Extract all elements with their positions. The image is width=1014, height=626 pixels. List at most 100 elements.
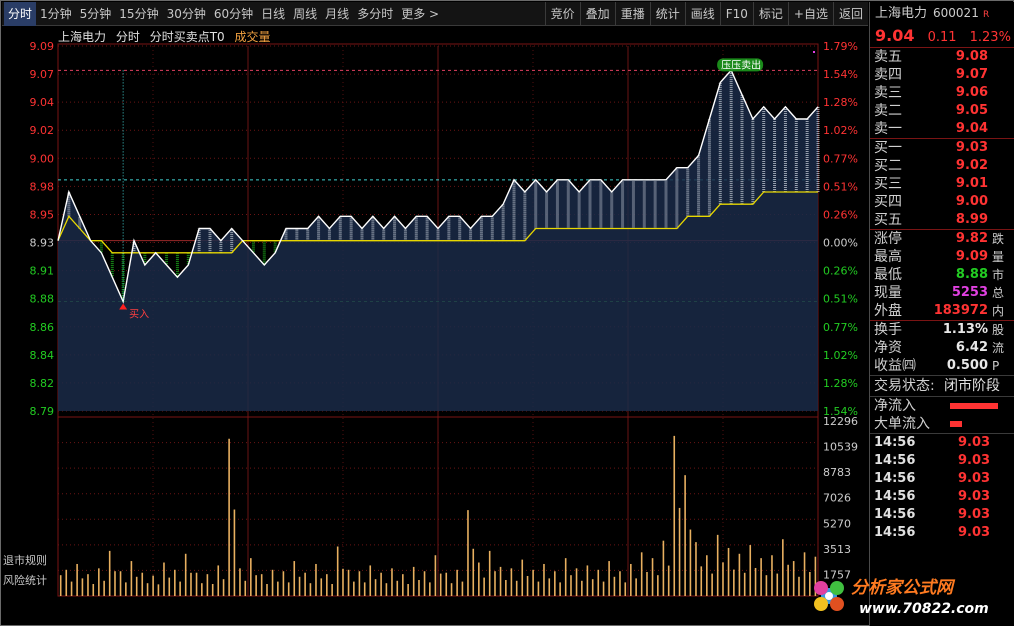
tick-price: 9.03 [958,489,991,504]
price-tick-label: 8.98 [30,180,55,193]
tab-5[interactable]: 60分钟 [213,7,254,21]
volume-tick-label: 5270 [823,517,851,530]
tab-4[interactable]: 30分钟 [166,7,206,21]
tab-1[interactable]: 1分钟 [40,7,72,21]
stat-label: 外盘 [874,303,902,319]
risk-stats-link[interactable]: 风险统计 [3,574,47,587]
volume-tick-label: 8783 [823,466,851,479]
volume-tick-label: 1757 [823,568,851,581]
tab-6[interactable]: 日线 [261,7,286,21]
asks-level-row[interactable]: 卖四 9.07 [870,66,1014,84]
bids-level-row[interactable]: 买二 9.02 [870,157,1014,175]
asks-level-label: 卖四 [874,67,902,83]
tab-10[interactable]: 更多 > [401,7,440,21]
price-change: 0.11 [927,30,957,45]
net-inflow-row: 净流入 [870,397,1014,415]
side-links: 退市规则 风险统计 [3,551,47,591]
chart-canvas[interactable]: 9.09 9.07 9.04 9.02 9.00 8.98 8.95 8.93 8.91 8.88… [2,27,868,613]
stats2-divider [870,320,1014,321]
toolbar-button-8[interactable]: 返回 [832,2,868,26]
trade-status-value: 闭市阶段 [944,378,1000,394]
stat-label: 最高 [874,249,902,265]
code-suffix: R [982,10,990,20]
asks-level-row[interactable]: 卖一 9.04 [870,120,1014,138]
tab-7[interactable]: 周线 [293,7,318,21]
stat-value: 9.09 [955,249,988,264]
book-divider [870,138,1014,139]
volume-label: 成交量 [234,30,271,44]
price-change-pct: 1.23% [969,30,1011,45]
toolbar-button-4[interactable]: 画线 [684,2,720,26]
tick-row: 14:56 9.03 [870,452,1014,470]
intraday-chart[interactable]: 9.09 9.07 9.04 9.02 9.00 8.98 8.95 8.93 8.91 8.88… [2,27,868,613]
asks-level-row[interactable]: 卖二 9.05 [870,102,1014,120]
bids-level-row[interactable]: 买五 8.99 [870,211,1014,229]
delisting-rules-link[interactable]: 退市规则 [3,554,47,567]
pct-tick-label: 0.77% [823,152,858,165]
price-tick-label: 9.04 [30,96,55,109]
toolbar-button-5[interactable]: F10 [719,2,753,26]
stat-label: 收益㈣ [874,358,916,374]
stat-row: 涨停 9.82 跌 [870,230,1014,248]
bids-level-row[interactable]: 买四 9.00 [870,193,1014,211]
stat-value: 6.42 [955,340,988,355]
net-inflow-bar [950,403,998,409]
pct-tick-label: 1.28% [823,96,858,109]
stat-row: 最高 9.09 量 [870,248,1014,266]
toolbar-button-7[interactable]: +自选 [787,2,833,26]
tab-8[interactable]: 月线 [325,7,350,21]
pct-tick-label: 0.26% [823,265,858,278]
price-tick-label: 8.86 [30,321,55,334]
big-inflow-row: 大单流入 [870,415,1014,433]
stat-tail: 量 [992,250,1005,264]
toolbar-button-3[interactable]: 统计 [649,2,685,26]
stat-tail: 市 [992,268,1005,282]
quote-stock-code: 600021 [933,6,979,20]
price-tick-label: 9.00 [30,152,55,165]
pct-tick-label: 1.02% [823,124,858,137]
stat-value: 8.88 [955,267,988,282]
toolbar-button-2[interactable]: 重播 [614,2,650,26]
tab-3[interactable]: 15分钟 [119,7,159,21]
bids-level-row[interactable]: 买三 9.01 [870,175,1014,193]
ask-levels: 卖五 9.08 卖四 9.07 卖三 9.06 卖二 9.05 卖一 9.04 [870,48,1014,138]
price-tick-label: 8.84 [30,349,55,362]
pct-tick-label: 1.02% [823,349,858,362]
tick-list[interactable]: 14:56 9.03 14:56 9.03 14:56 9.03 14:56 9.03 14:5… [870,434,1014,542]
chart-mode: 分时 [115,30,140,44]
toolbar-button-1[interactable]: 叠加 [579,2,615,26]
quote-stats-2: 换手 1.13% 股净资 6.42 流收益㈣ 0.500 P [870,321,1014,375]
tab-2[interactable]: 5分钟 [79,7,112,21]
tab-9[interactable]: 多分时 [357,7,394,21]
price-line [57,69,819,304]
tick-row: 14:56 9.03 [870,524,1014,542]
asks-level-price: 9.05 [955,103,988,118]
indicator-name[interactable]: 分时买卖点T0 [149,30,225,44]
stat-label: 净资 [874,340,902,356]
flower-icon [814,581,844,611]
toolbar-button-0[interactable]: 竞价 [544,2,580,26]
tab-0[interactable]: 分时 [4,2,37,26]
stat-value: 1.13% [942,322,988,337]
price-tick-label: 9.02 [30,124,55,137]
pct-tick-label: 0.51% [823,293,858,306]
top-toolbar: 分时 1分钟 5分钟 15分钟 30分钟 60分钟 日线 周线 月线 多分时 更多 > 竞价 叠加 重播… [2,2,868,26]
price-tick-label: 8.82 [30,377,55,390]
asks-level-row[interactable]: 卖三 9.06 [870,84,1014,102]
volume-tick-label: 3513 [823,543,851,556]
big-inflow-bar [950,421,962,427]
tick-row: 14:56 9.03 [870,470,1014,488]
toolbar-button-6[interactable]: 标记 [752,2,788,26]
bids-level-label: 买三 [874,176,902,192]
watermark-url: www.70822.com [859,601,989,617]
asks-level-label: 卖五 [874,49,902,65]
bids-level-label: 买四 [874,194,902,210]
bids-level-row[interactable]: 买一 9.03 [870,139,1014,157]
sell-badge [717,58,764,72]
price-tick-label: 8.95 [30,208,55,221]
asks-level-row[interactable]: 卖五 9.08 [870,48,1014,66]
toolbar-buttons: 竞价 叠加 重播 统计 画线 F10 标记 +自选 返回 [544,2,868,26]
flow-divider [870,396,1014,397]
buy-label: 买入 [129,309,149,321]
stat-tail: P [992,359,1000,373]
